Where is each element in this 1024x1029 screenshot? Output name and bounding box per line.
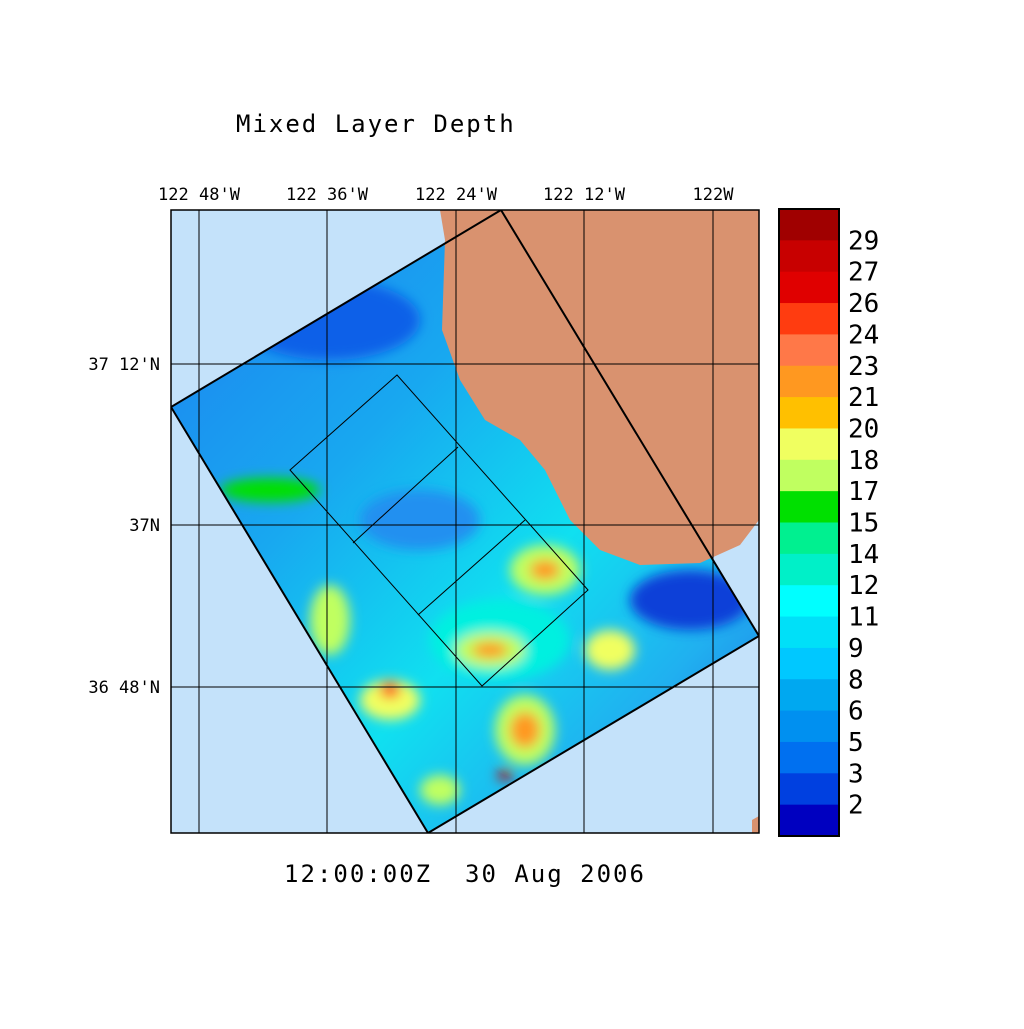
- lon-label: 122 48'W: [158, 185, 241, 205]
- colorbar-band: [779, 741, 839, 774]
- land: [440, 210, 759, 565]
- colorbar-band: [779, 271, 839, 304]
- colorbar-label: 17: [848, 477, 879, 507]
- map-frame: [170, 209, 760, 834]
- lon-label: 122 12'W: [543, 185, 626, 205]
- lon-label: 122W: [693, 185, 735, 205]
- lon-label: 122 24'W: [415, 185, 498, 205]
- colorbar-label: 6: [848, 697, 864, 727]
- axis-labels: 122 48'W 122 36'W 122 24'W 122 12'W 122W 37 1…: [88, 185, 734, 698]
- colorbar-label: 3: [848, 759, 864, 789]
- colorbar-label: 8: [848, 665, 864, 695]
- land: [752, 816, 759, 833]
- colorbar-band: [779, 804, 839, 837]
- colorbar-label: 26: [848, 289, 879, 319]
- colorbar-frame: [778, 208, 840, 837]
- map-title: Mixed Layer Depth: [236, 110, 516, 138]
- colorbar-band: [779, 397, 839, 429]
- colorbar-band: [779, 491, 839, 523]
- colorbar-band: [779, 553, 839, 586]
- timestamp: 12:00:00Z 30 Aug 2006: [284, 860, 646, 888]
- colorbar-label: 27: [848, 258, 879, 288]
- colorbar-label: 12: [848, 571, 879, 601]
- colorbar-band: [779, 616, 839, 649]
- colorbar-label: 21: [848, 383, 879, 413]
- colorbar-band: [779, 679, 839, 712]
- domain-outline: [171, 210, 759, 833]
- colorbar-band: [779, 585, 839, 618]
- colorbar-label: 23: [848, 352, 879, 382]
- colorbar-band: [779, 209, 839, 241]
- colorbar-label: 18: [848, 446, 879, 476]
- lat-label: 37N: [129, 516, 160, 536]
- colorbar-label: 29: [848, 226, 879, 256]
- colorbar-label: 5: [848, 728, 864, 758]
- colorbar-band: [779, 522, 839, 555]
- colorbar-band: [779, 428, 839, 461]
- colorbar-band: [779, 459, 839, 492]
- colorbar-band: [779, 334, 839, 367]
- colorbar-label: 20: [848, 414, 879, 444]
- colorbar-band: [779, 303, 839, 335]
- colorbar-band: [779, 773, 839, 806]
- lat-label: 36 48'N: [88, 678, 160, 698]
- colorbar-band: [779, 710, 839, 743]
- colorbar-label: 24: [848, 320, 879, 350]
- colorbar-label: 2: [848, 791, 864, 821]
- colorbar-label: 14: [848, 540, 879, 570]
- colorbar-label: 9: [848, 634, 864, 664]
- graticule: [171, 210, 759, 833]
- colorbar-label: 11: [848, 603, 879, 633]
- colorbar-band: [779, 365, 839, 398]
- nest-outline: [289, 374, 589, 687]
- lat-label: 37 12'N: [88, 355, 160, 375]
- colorbar-band: [779, 647, 839, 680]
- lon-label: 122 36'W: [286, 185, 369, 205]
- colorbar-label: 15: [848, 509, 879, 539]
- colorbar-band: [779, 240, 839, 273]
